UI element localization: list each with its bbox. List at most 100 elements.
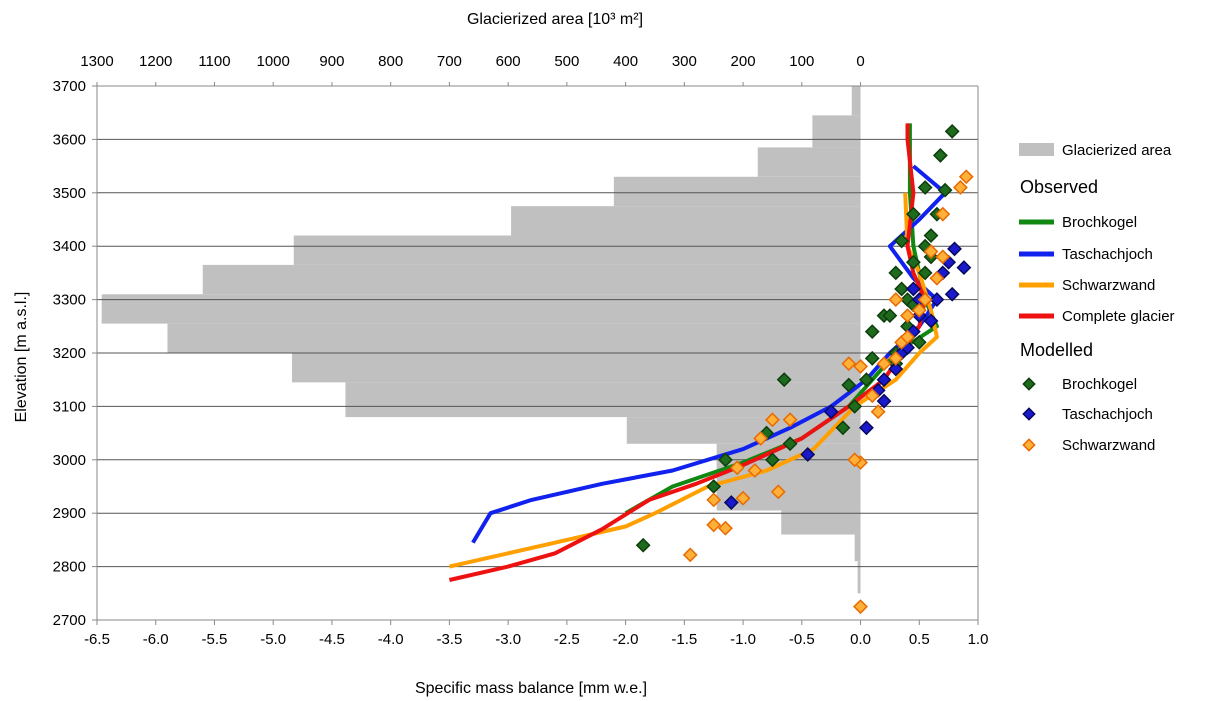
marker-brochkogel-21 [917,265,933,281]
area-bar-3 [781,510,861,535]
marker-brochkogel-11 [864,350,880,366]
legend-label-obs-complete: Complete glacier [1062,308,1175,325]
marker-brochkogel-1 [706,479,722,494]
y-tick-label-10: 3700 [53,78,86,95]
marker-schwarzwand-6 [729,460,745,476]
x-tick-label-13: 0.0 [850,631,871,648]
marker-taschachjoch-7 [888,361,904,377]
marker-schwarzwand-11 [770,484,786,500]
marker-schwarzwand-0 [853,599,868,615]
marker-brochkogel-12 [864,324,880,340]
x-tick-label-14: 0.5 [909,631,930,648]
marker-schwarzwand-22 [911,302,927,318]
marker-taschachjoch-2 [823,404,839,420]
marker-brochkogel-3 [764,452,780,468]
top-tick-label-13: 0 [856,53,864,70]
marker-schwarzwand-17 [876,356,892,372]
top-tick-label-3: 1000 [257,53,290,70]
legend-label-area: Glacierized area [1062,142,1172,159]
x-tick-label-2: -5.5 [202,631,228,648]
y-tick-label-7: 3400 [53,238,86,255]
marker-brochkogel-17 [894,281,910,297]
tick-labels: -6.5 -6.0 -5.5 -5.0 -4.5 -4.0 -3.5 -3.0 -2.5 -2.0… [53,53,989,648]
marker-brochkogel-0 [635,537,651,553]
x-tick-label-9: -2.0 [613,631,639,648]
marker-taschachjoch-16 [947,241,962,257]
legend-label-mod-taschachjoch: Taschachjoch [1062,406,1153,423]
modelled-markers [635,123,974,615]
marker-schwarzwand-13 [847,452,863,468]
x-tick-label-1: -6.0 [143,631,169,648]
marker-schwarzwand-31 [888,292,904,308]
marker-taschachjoch-1 [800,447,816,462]
x-tick-label-7: -3.0 [495,631,521,648]
marker-brochkogel-30 [932,147,948,163]
x-tick-label-11: -1.0 [730,631,756,648]
legend-marker-mod-schwarzwand [1022,438,1036,452]
y-tick-label-1: 2800 [53,559,86,576]
marker-schwarzwand-24 [929,270,945,286]
marker-brochkogel-23 [894,233,910,249]
top-tick-label-2: 1100 [198,53,230,70]
x-axis-title: Specific mass balance [mm w.e.] [415,680,647,697]
observed-line-complete-glacier [448,123,928,582]
y-tick-label-2: 2900 [53,505,86,522]
marker-schwarzwand-5 [735,490,751,506]
marker-schwarzwand-9 [782,412,798,428]
marker-schwarzwand-16 [870,404,886,420]
top-tick-label-6: 700 [437,53,462,70]
marker-taschachjoch-3 [859,420,874,436]
legend-header-observed: Observed [1020,177,1098,197]
marker-taschachjoch-18 [944,286,960,302]
area-bar-11 [293,235,861,265]
area-bar-16 [851,86,861,116]
legend-label-mod-brochkogel: Brochkogel [1062,376,1137,393]
top-tick-label-11: 200 [731,53,756,70]
marker-schwarzwand-3 [718,520,733,536]
y-tick-label-3: 3000 [53,452,86,469]
area-bar-15 [812,115,861,148]
marker-schwarzwand-20 [900,329,915,345]
top-tick-label-7: 600 [496,53,521,70]
top-axis-title: Glacierized area [10³ m²] [467,11,643,28]
x-tick-label-4: -4.5 [319,631,345,648]
marker-schwarzwand-7 [747,463,763,478]
legend-label-obs-taschachjoch: Taschachjoch [1062,246,1153,263]
marker-brochkogel-20 [905,254,921,270]
marker-brochkogel-26 [905,206,921,222]
y-tick-label-9: 3600 [53,131,86,148]
x-tick-label-6: -3.5 [436,631,462,648]
x-tick-label-5: -4.0 [378,631,404,648]
marker-taschachjoch-17 [956,260,972,275]
marker-taschachjoch-12 [923,313,939,329]
area-bar-6 [345,382,861,418]
marker-brochkogel-5 [782,436,798,452]
top-tick-label-0: 1300 [80,53,113,70]
area-bar-9 [101,294,861,324]
legend-header-modelled: Modelled [1020,340,1093,360]
marker-schwarzwand-14 [853,358,868,374]
marker-brochkogel-2 [718,452,733,468]
y-tick-label-6: 3300 [53,292,86,309]
marker-brochkogel-19 [888,265,904,281]
marker-brochkogel-28 [917,180,933,195]
top-tick-label-5: 800 [378,53,403,70]
marker-taschachjoch-21 [905,281,921,297]
x-tick-label-0: -6.5 [84,631,110,648]
area-bar-2 [854,534,861,562]
marker-brochkogel-14 [882,308,898,324]
marker-schwarzwand-18 [888,350,904,366]
y-tick-label-5: 3200 [53,345,86,362]
area-bar-7 [291,353,861,383]
legend-marker-mod-taschachjoch [1022,407,1036,421]
marker-schwarzwand-30 [841,356,857,372]
marker-brochkogel-9 [835,420,851,436]
marker-taschachjoch-13 [929,292,945,308]
marker-taschachjoch-6 [876,372,892,388]
area-bars [101,86,861,594]
x-tick-label-3: -5.0 [260,631,286,648]
x-tick-label-15: 1.0 [968,631,989,648]
marker-taschachjoch-4 [876,393,892,409]
marker-schwarzwand-10 [753,430,769,446]
